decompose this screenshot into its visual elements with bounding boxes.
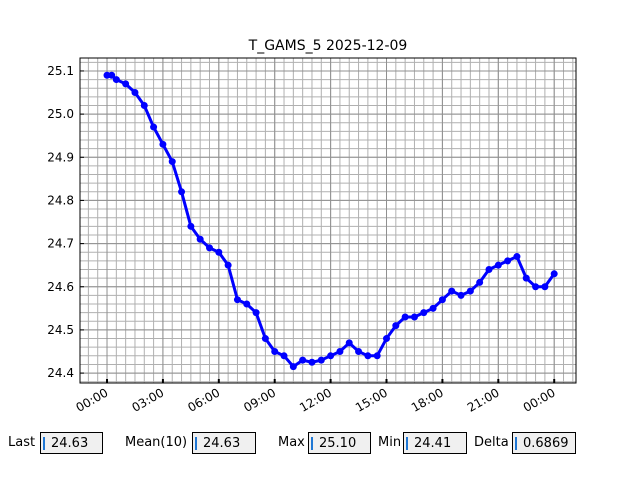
point — [252, 309, 260, 317]
point — [494, 261, 502, 269]
point — [327, 352, 335, 360]
y-tick-label: 25.1 — [47, 64, 74, 78]
point — [373, 352, 381, 360]
point — [429, 304, 437, 312]
point — [410, 313, 418, 321]
stat-box[interactable]: 25.10 — [308, 432, 371, 454]
point — [355, 347, 363, 355]
point — [271, 347, 279, 355]
point — [438, 296, 446, 304]
stat-box[interactable]: 24.63 — [40, 432, 103, 454]
point — [112, 76, 120, 84]
chart-title: T_GAMS_5 2025-12-09 — [248, 38, 408, 54]
point — [243, 300, 251, 308]
stat-box[interactable]: 24.63 — [192, 432, 256, 454]
point — [364, 352, 372, 360]
x-tick-label: 00:00 — [521, 385, 558, 414]
point — [522, 274, 530, 282]
y-tick-label: 24.4 — [47, 366, 74, 380]
stat-box[interactable]: 0.6869 — [512, 432, 576, 454]
point — [420, 309, 428, 317]
point — [336, 347, 344, 355]
y-tick-label: 24.7 — [47, 237, 74, 251]
y-tick-label: 24.6 — [47, 280, 74, 294]
chart: T_GAMS_5 2025-12-09 24.4 24.5 24.6 24.7 24.8… — [47, 38, 577, 415]
x-tick-label: 03:00 — [129, 385, 166, 414]
x-tick-label: 18:00 — [409, 385, 446, 414]
point — [466, 287, 474, 295]
x-tick-label: 00:00 — [74, 385, 111, 414]
point — [196, 235, 204, 243]
y-tick-label: 24.9 — [47, 150, 74, 164]
point — [131, 89, 139, 97]
point — [541, 283, 549, 291]
point — [215, 248, 223, 256]
y-tick-label: 24.8 — [47, 193, 74, 207]
point — [308, 358, 316, 366]
point — [485, 265, 493, 273]
point — [224, 261, 232, 269]
point — [233, 296, 241, 304]
point — [140, 101, 148, 109]
point — [159, 140, 167, 148]
stat-label: Mean(10) — [125, 435, 188, 450]
point — [187, 222, 195, 230]
point — [168, 158, 176, 166]
stat-box[interactable]: 24.41 — [403, 432, 467, 454]
point — [178, 188, 186, 196]
point — [122, 80, 130, 88]
point — [299, 356, 307, 364]
point — [280, 352, 288, 360]
point — [392, 322, 400, 330]
stat-label: Max — [278, 435, 305, 450]
stat-label: Last — [8, 435, 36, 450]
point — [150, 123, 158, 131]
x-tick-label: 09:00 — [241, 385, 278, 414]
point — [504, 257, 512, 265]
x-tick-label: 21:00 — [465, 385, 502, 414]
point — [532, 283, 540, 291]
point — [205, 244, 213, 252]
point — [289, 363, 297, 371]
point — [401, 313, 409, 321]
point — [513, 253, 521, 261]
point — [261, 335, 269, 343]
x-tick-label: 12:00 — [297, 385, 334, 414]
y-tick-label: 25.0 — [47, 107, 74, 121]
point — [383, 335, 391, 343]
x-tick-label: 06:00 — [185, 385, 222, 414]
point — [317, 356, 325, 364]
plot-frame — [79, 57, 577, 384]
point — [476, 278, 484, 286]
point — [448, 287, 456, 295]
y-tick-label: 24.5 — [47, 323, 74, 337]
stat-label: Delta — [474, 435, 509, 450]
stat-label: Min — [378, 435, 402, 450]
point — [108, 71, 116, 79]
point — [550, 270, 558, 278]
point — [345, 339, 353, 347]
x-tick-label: 15:00 — [353, 385, 390, 414]
point — [457, 291, 465, 299]
